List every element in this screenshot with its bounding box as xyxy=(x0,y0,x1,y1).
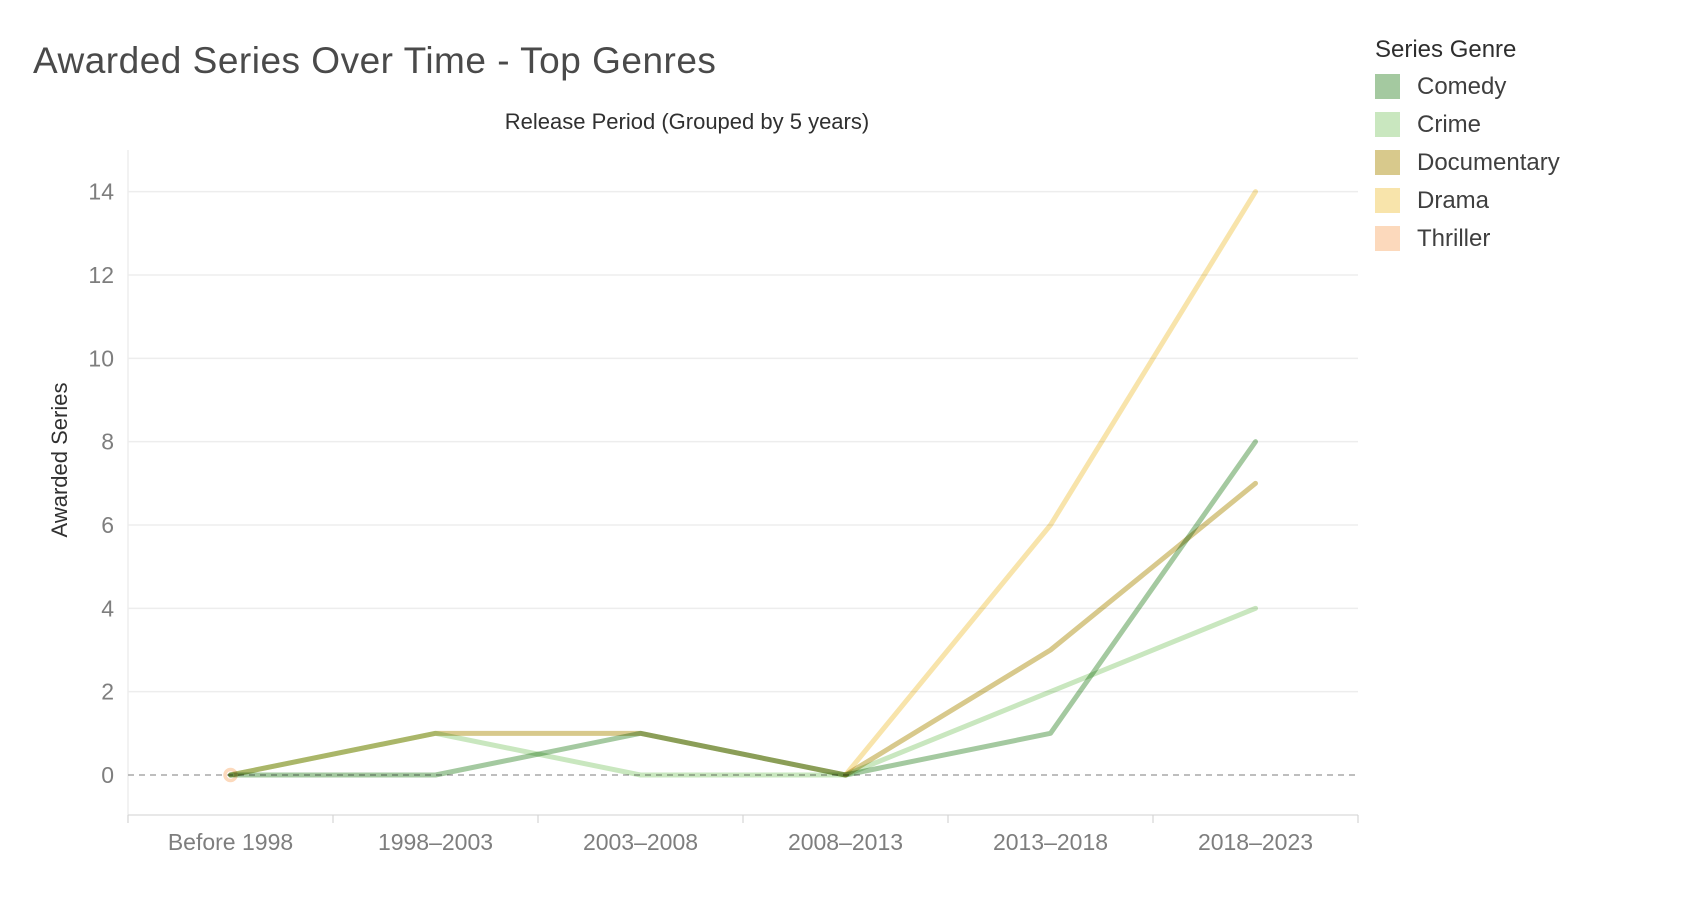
legend-swatch-documentary xyxy=(1375,150,1400,175)
legend-item-crime[interactable]: Crime xyxy=(1375,110,1560,138)
x-tick-label[interactable]: 2003–2008 xyxy=(583,829,698,855)
legend-items: Comedy Crime Documentary Drama Thriller xyxy=(1375,72,1560,252)
legend-swatch-comedy xyxy=(1375,74,1400,99)
x-axis-title: Release Period (Grouped by 5 years) xyxy=(504,109,870,134)
legend-swatch-thriller xyxy=(1375,226,1400,251)
legend-label-thriller: Thriller xyxy=(1417,224,1491,252)
legend-item-documentary[interactable]: Documentary xyxy=(1375,148,1560,176)
y-tick-label: 10 xyxy=(88,345,114,371)
y-tick-label: 12 xyxy=(88,262,114,288)
x-tick-label[interactable]: Before 1998 xyxy=(168,829,293,855)
legend-label-crime: Crime xyxy=(1417,110,1481,138)
x-tick-label[interactable]: 2013–2018 xyxy=(993,829,1108,855)
y-tick-label: 14 xyxy=(88,179,114,205)
legend-swatch-crime xyxy=(1375,112,1400,137)
legend-label-comedy: Comedy xyxy=(1417,72,1507,100)
x-tick-label[interactable]: 2018–2023 xyxy=(1198,829,1313,855)
series-marker-thriller[interactable] xyxy=(223,767,238,783)
x-tick-label[interactable]: 2008–2013 xyxy=(788,829,903,855)
series-line-documentary[interactable] xyxy=(228,480,1258,778)
legend-item-thriller[interactable]: Thriller xyxy=(1375,224,1560,252)
legend-item-comedy[interactable]: Comedy xyxy=(1375,72,1560,100)
y-tick-label: 6 xyxy=(101,512,114,538)
y-tick-label: 2 xyxy=(101,679,114,705)
x-tick-label[interactable]: 1998–2003 xyxy=(378,829,493,855)
legend-item-drama[interactable]: Drama xyxy=(1375,186,1560,214)
chart-title: Awarded Series Over Time - Top Genres xyxy=(33,40,717,81)
legend-title: Series Genre xyxy=(1375,36,1517,63)
legend-label-documentary: Documentary xyxy=(1417,148,1560,176)
legend-label-drama: Drama xyxy=(1417,186,1490,214)
legend: Series Genre Comedy Crime Documentary Drama… xyxy=(1375,36,1560,264)
series-line-drama[interactable] xyxy=(843,189,1258,778)
y-tick-label: 0 xyxy=(101,762,114,788)
y-tick-label: 4 xyxy=(101,595,114,621)
legend-swatch-drama xyxy=(1375,188,1400,213)
y-tick-label: 8 xyxy=(101,429,114,455)
